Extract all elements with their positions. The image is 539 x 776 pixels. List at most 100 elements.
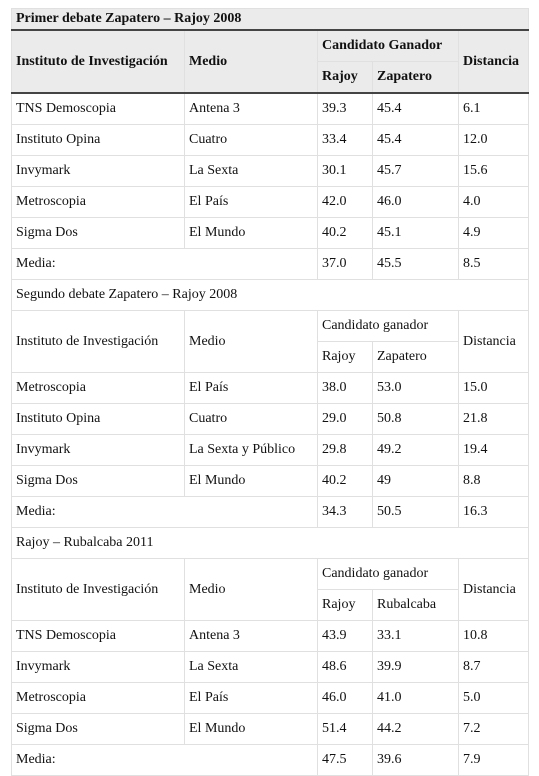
table-cell: Sigma Dos: [11, 217, 185, 249]
table-cell: Antena 3: [184, 92, 318, 125]
table-cell: 45.4: [372, 124, 459, 156]
mean-label: Media:: [11, 744, 318, 776]
table-cell: 41.0: [372, 682, 459, 714]
table-row: Media: 37.0 45.5 8.5: [11, 248, 530, 280]
table-cell: Instituto Opina: [11, 403, 185, 435]
table-row: Instituto Opina Cuatro 29.0 50.8 21.8: [11, 403, 530, 435]
table-cell: El Mundo: [184, 713, 318, 745]
table-cell: Sigma Dos: [11, 465, 185, 497]
table-row: TNS Demoscopia Antena 3 39.3 45.4 6.1: [11, 92, 530, 125]
table-row: TNS Demoscopia Antena 3 43.9 33.1 10.8: [11, 620, 530, 652]
table-cell: El País: [184, 186, 318, 218]
table-cell: 43.9: [317, 620, 373, 652]
table-cell: 7.2: [457, 713, 530, 745]
table-cell: 21.8: [457, 403, 530, 435]
table-row: Metroscopia El País 38.0 53.0 15.0: [11, 372, 530, 404]
table-cell: 39.9: [372, 651, 459, 683]
section-title: Primer debate Zapatero – Rajoy 2008: [10, 8, 530, 31]
table-cell: El Mundo: [184, 465, 318, 497]
header-cell: Candidato Ganador: [317, 29, 459, 62]
table-cell: Invymark: [11, 155, 185, 187]
table-cell: El País: [184, 372, 318, 404]
table-row: Metroscopia El País 46.0 41.0 5.0: [11, 682, 530, 714]
table-row: Instituto de Investigación Medio Candidato…: [11, 558, 530, 621]
table-row: Invymark La Sexta 48.6 39.9 8.7: [11, 651, 530, 683]
header-cell: Rubalcaba: [372, 589, 459, 621]
table-cell: 29.0: [317, 403, 373, 435]
table-row: Invymark La Sexta y Público 29.8 49.2 19.4: [11, 434, 530, 466]
table-row: Metroscopia El País 42.0 46.0 4.0: [11, 186, 530, 218]
table-cell: 8.7: [457, 651, 530, 683]
table-cell: 33.1: [372, 620, 459, 652]
table-cell: 33.4: [317, 124, 373, 156]
table-cell: 4.0: [457, 186, 530, 218]
table-cell: Instituto Opina: [11, 124, 185, 156]
table-cell: 29.8: [317, 434, 373, 466]
mean-label: Media:: [11, 496, 318, 528]
table-cell: 30.1: [317, 155, 373, 187]
header-cell: Zapatero: [372, 61, 459, 94]
header-cell: Instituto de Investigación: [11, 558, 185, 621]
table-cell: 49: [372, 465, 459, 497]
table-row: Media: 34.3 50.5 16.3: [11, 496, 530, 528]
table-cell: 51.4: [317, 713, 373, 745]
mean-value: 47.5: [317, 744, 373, 776]
table-row: Instituto de Investigación Medio Candidato…: [11, 310, 530, 373]
mean-value: 50.5: [372, 496, 459, 528]
table-cell: 46.0: [317, 682, 373, 714]
mean-value: 16.3: [457, 496, 530, 528]
table-row: Invymark La Sexta 30.1 45.7 15.6: [11, 155, 530, 187]
table-cell: 45.7: [372, 155, 459, 187]
table-body: Primer debate Zapatero – Rajoy 2008 Insti…: [10, 8, 530, 776]
table-cell: 4.9: [457, 217, 530, 249]
table-cell: 38.0: [317, 372, 373, 404]
table-cell: TNS Demoscopia: [11, 620, 185, 652]
table-cell: Metroscopia: [11, 372, 185, 404]
header-cell: Distancia: [457, 29, 530, 94]
table-cell: 15.0: [457, 372, 530, 404]
table-cell: Invymark: [11, 434, 185, 466]
table-cell: 19.4: [457, 434, 530, 466]
table-cell: 45.1: [372, 217, 459, 249]
header-cell: Instituto de Investigación: [11, 310, 185, 373]
mean-value: 34.3: [317, 496, 373, 528]
table-cell: 39.3: [317, 92, 373, 125]
table-cell: 45.4: [372, 92, 459, 125]
mean-value: 39.6: [372, 744, 459, 776]
header-cell: Medio: [184, 310, 318, 373]
table-cell: 6.1: [457, 92, 530, 125]
table-cell: 10.8: [457, 620, 530, 652]
table-cell: Metroscopia: [11, 186, 185, 218]
table-cell: Antena 3: [184, 620, 318, 652]
header-cell: Medio: [184, 29, 318, 94]
table-row: Sigma Dos El Mundo 40.2 49 8.8: [11, 465, 530, 497]
table-row: Rajoy Zapatero: [12, 341, 529, 373]
table-cell: 12.0: [457, 124, 530, 156]
header-cell: Rajoy: [317, 341, 373, 373]
table-row: Primer debate Zapatero – Rajoy 2008: [10, 8, 530, 31]
table-cell: TNS Demoscopia: [11, 92, 185, 125]
header-cell: Candidato ganador: [317, 310, 459, 342]
table-cell: 48.6: [317, 651, 373, 683]
header-cell: Rajoy: [317, 61, 373, 94]
mean-value: 45.5: [372, 248, 459, 280]
polls-table: Primer debate Zapatero – Rajoy 2008 Insti…: [10, 8, 530, 776]
table-cell: 42.0: [317, 186, 373, 218]
header-cell: Rajoy: [317, 589, 373, 621]
table-cell: 46.0: [372, 186, 459, 218]
table-cell: 49.2: [372, 434, 459, 466]
table-cell: 8.8: [457, 465, 530, 497]
table-cell: Cuatro: [184, 124, 318, 156]
table-cell: El País: [184, 682, 318, 714]
table-cell: El Mundo: [184, 217, 318, 249]
table-cell: La Sexta: [184, 651, 318, 683]
header-cell: Distancia: [457, 558, 530, 621]
mean-value: 8.5: [457, 248, 530, 280]
header-cell: Instituto de Investigación: [11, 29, 185, 94]
header-cell: Candidato ganador: [317, 558, 459, 590]
table-cell: Metroscopia: [11, 682, 185, 714]
mean-value: 37.0: [317, 248, 373, 280]
header-cell: Distancia: [457, 310, 530, 373]
table-cell: 50.8: [372, 403, 459, 435]
